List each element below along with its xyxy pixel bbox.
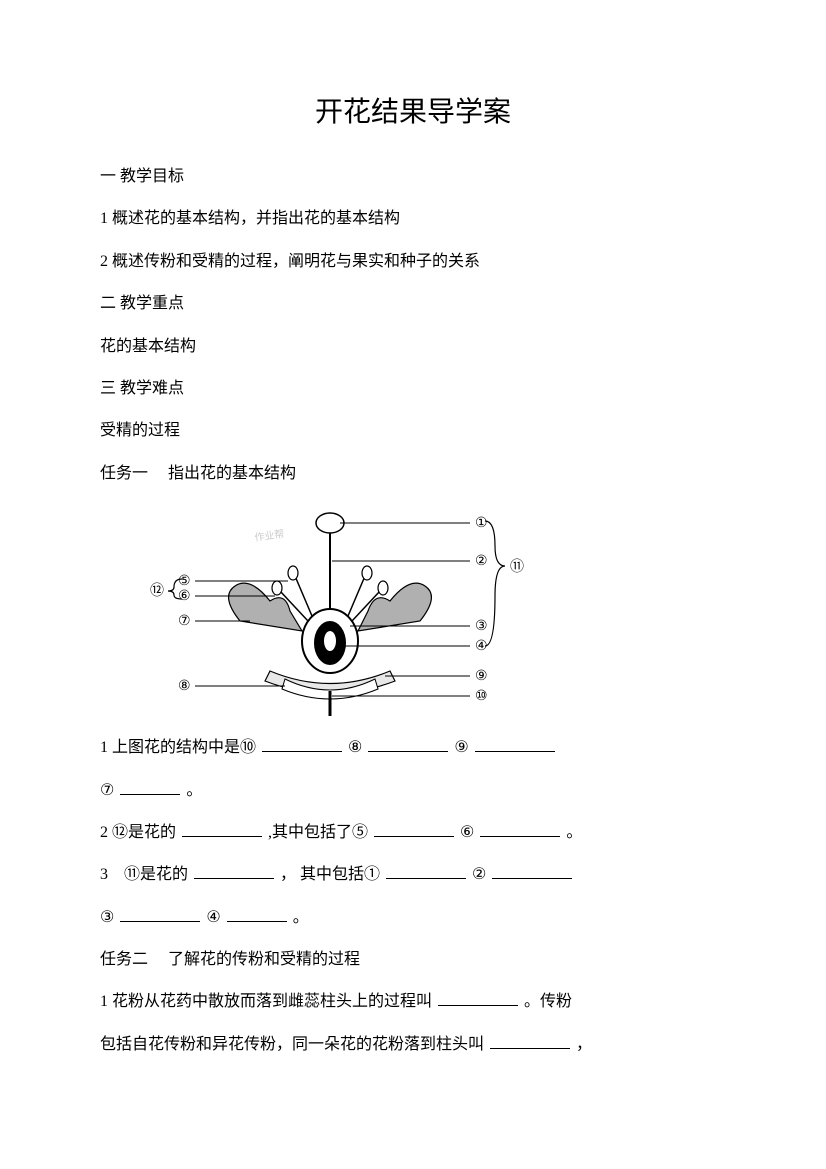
blank-q2-5[interactable] [374, 819, 454, 837]
blank-q2-a[interactable] [182, 819, 262, 837]
blank-q2-6[interactable] [480, 819, 560, 837]
q2-end: 。 [566, 824, 582, 841]
q2-prefix: 2 ⑫是花的 [100, 824, 176, 841]
diagram-label-3: ③ [475, 619, 488, 634]
t2-q1-mid: 。传粉 [524, 993, 572, 1010]
flower-diagram: ① ② ⑪ ③ ④ ⑨ ⑩ ⑫ ⑤ ⑥ ⑦ ⑧ 作业帮 [140, 501, 540, 721]
blank-t2-2[interactable] [490, 1031, 570, 1049]
t2-q1-end: ， [576, 1036, 592, 1053]
blank-q3-4[interactable] [227, 904, 287, 922]
diagram-label-11: ⑪ [510, 559, 524, 575]
blank-q1-7[interactable] [120, 777, 180, 795]
task2-q1-line-2: 包括自花传粉和异花传粉，同一朵花的花粉落到柱头叫 ， [100, 1026, 726, 1064]
question-2: 2 ⑫是花的 ,其中包括了⑤ ⑥ 。 [100, 814, 726, 852]
diagram-label-9: ⑨ [475, 669, 488, 684]
question-3-line-1: 3 ⑪是花的 ， 其中包括① ② [100, 856, 726, 894]
diagram-label-4: ④ [475, 639, 488, 654]
t2-q1-line2: 包括自花传粉和异花传粉，同一朵花的花粉落到柱头叫 [100, 1036, 484, 1053]
question-1-line-2: ⑦ 。 [100, 772, 726, 810]
q2-mid2: ⑥ [460, 824, 474, 841]
blank-q3-3[interactable] [120, 904, 200, 922]
diagram-label-1: ① [475, 516, 488, 531]
q3-mid2: ② [472, 866, 486, 883]
q3-line2-mid: ④ [206, 909, 220, 926]
diagram-watermark: 作业帮 [254, 528, 285, 544]
q3-end: 。 [293, 909, 309, 926]
q1-prefix: 1 上图花的结构中是⑩ [100, 739, 256, 756]
q2-mid1: ,其中包括了⑤ [268, 824, 368, 841]
blank-t2-1[interactable] [438, 988, 518, 1006]
question-1-line-1: 1 上图花的结构中是⑩ ⑧ ⑨ [100, 729, 726, 767]
diagram-label-6: ⑥ [178, 589, 191, 604]
blank-q1-10[interactable] [262, 734, 342, 752]
diagram-label-10: ⑩ [475, 689, 488, 704]
section-1-item-1: 1 概述花的基本结构，并指出花的基本结构 [100, 200, 726, 238]
diagram-label-7: ⑦ [178, 614, 191, 629]
diagram-label-2: ② [475, 554, 488, 569]
q3-mid1: ， 其中包括① [280, 866, 380, 883]
section-3-item-1: 受精的过程 [100, 412, 726, 450]
q3-line2-prefix: ③ [100, 909, 114, 926]
page-title: 开花结果导学案 [100, 90, 726, 130]
blank-q1-8[interactable] [368, 734, 448, 752]
section-2-heading: 二 教学重点 [100, 285, 726, 323]
task-1-heading: 任务一 指出花的基本结构 [100, 455, 726, 493]
section-1-heading: 一 教学目标 [100, 158, 726, 196]
task-2-heading: 任务二 了解花的传粉和受精的过程 [100, 941, 726, 979]
q1-mid1: ⑧ [348, 739, 362, 756]
q1-mid2: ⑨ [454, 739, 468, 756]
diagram-label-12: ⑫ [150, 583, 164, 599]
q3-prefix: 3 ⑪是花的 [100, 866, 188, 883]
blank-q3-1[interactable] [386, 861, 466, 879]
task2-q1-line-1: 1 花粉从花药中散放而落到雌蕊柱头上的过程叫 。传粉 [100, 983, 726, 1021]
section-2-item-1: 花的基本结构 [100, 328, 726, 366]
blank-q1-9[interactable] [475, 734, 555, 752]
t2-q1-prefix: 1 花粉从花药中散放而落到雌蕊柱头上的过程叫 [100, 993, 432, 1010]
diagram-label-5: ⑤ [178, 574, 191, 589]
blank-q3-a[interactable] [194, 861, 274, 879]
section-1-item-2: 2 概述传粉和受精的过程，阐明花与果实和种子的关系 [100, 243, 726, 281]
q1-line2-prefix: ⑦ [100, 782, 114, 799]
q1-end: 。 [186, 782, 202, 799]
question-3-line-2: ③ ④ 。 [100, 899, 726, 937]
diagram-label-8: ⑧ [178, 679, 191, 694]
section-3-heading: 三 教学难点 [100, 370, 726, 408]
blank-q3-2[interactable] [492, 861, 572, 879]
